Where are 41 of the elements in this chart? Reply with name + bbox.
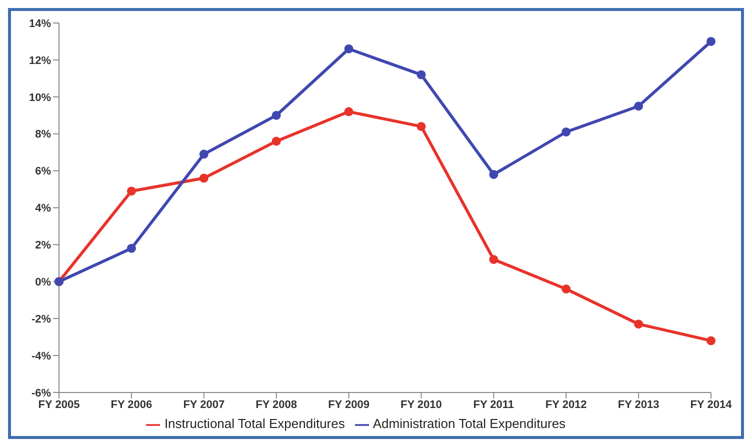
y-tick-label: 14%: [28, 18, 52, 30]
x-tick-label: FY 2012: [545, 399, 587, 412]
y-tick-label: -2%: [31, 313, 52, 326]
x-tick-label: FY 2011: [473, 399, 514, 412]
point: [272, 136, 281, 146]
point: [562, 127, 571, 136]
point: [199, 150, 208, 159]
point: [126, 186, 136, 196]
point: [634, 102, 644, 111]
point: [199, 174, 208, 183]
y-tick-label: -6%: [31, 387, 52, 400]
point: [706, 336, 716, 346]
point: [562, 284, 571, 294]
point: [634, 320, 644, 329]
y-tick-label: 4%: [35, 202, 52, 215]
point: [344, 44, 354, 54]
point: [272, 110, 281, 120]
x-tick-label: FY 2009: [328, 399, 370, 412]
point: [416, 70, 426, 80]
legend-label: Instructional Total Expenditures: [164, 416, 345, 432]
y-tick-label: 8%: [35, 128, 52, 141]
x-tick-label: FY 2013: [618, 399, 660, 412]
x-tick-label: FY 2014: [690, 399, 733, 412]
point: [416, 122, 426, 131]
x-tick-label: FY 2010: [400, 399, 442, 412]
y-tick-label: 12%: [28, 54, 52, 67]
y-tick-label: 6%: [35, 166, 52, 178]
legend-label: Administration Total Expenditures: [372, 416, 566, 432]
point: [344, 107, 354, 116]
point: [706, 36, 716, 46]
y-tick-label: -4%: [31, 350, 52, 362]
y-tick-label: 10%: [28, 92, 52, 104]
point: [489, 170, 498, 179]
point: [126, 244, 136, 253]
point: [489, 254, 498, 264]
x-tick-label: FY 2007: [183, 399, 225, 412]
x-tick-label: FY 2005: [38, 399, 80, 412]
x-tick-label: FY 2008: [256, 399, 298, 412]
y-tick-label: 0%: [35, 276, 52, 289]
y-tick-label: 2%: [35, 240, 52, 252]
x-tick-label: FY 2006: [110, 399, 152, 412]
